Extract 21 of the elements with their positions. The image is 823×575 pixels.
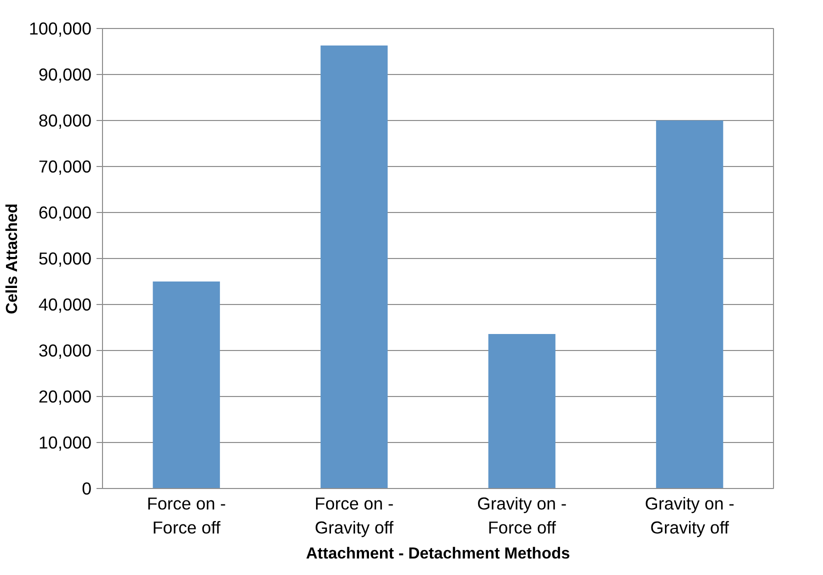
x-tick-label: Force on - Gravity off [314, 494, 394, 538]
y-tick-label: 50,000 [38, 248, 92, 268]
y-tick-label: 70,000 [38, 156, 92, 176]
y-tick-label: 40,000 [38, 294, 92, 314]
y-tick-label: 100,000 [28, 18, 92, 38]
y-tick-label: 20,000 [38, 386, 92, 406]
y-tick-label: 80,000 [38, 110, 92, 130]
bar [152, 282, 220, 488]
x-tick-label: Gravity on - Gravity off [644, 494, 734, 538]
y-tick-label: 0 [82, 478, 92, 498]
bar [656, 120, 724, 488]
x-tick-label: Gravity on - Force off [477, 494, 567, 538]
y-axis-title: Cells Attached [4, 204, 21, 314]
bar [320, 46, 388, 488]
y-tick-label: 30,000 [38, 340, 92, 360]
y-tick-label: 10,000 [38, 432, 92, 452]
x-axis-title: Attachment - Detachment Methods [306, 546, 570, 562]
bar [488, 334, 556, 488]
y-tick-label: 60,000 [38, 202, 92, 222]
y-tick-label: 90,000 [38, 64, 92, 84]
x-tick-label: Force on - Force off [146, 494, 226, 538]
